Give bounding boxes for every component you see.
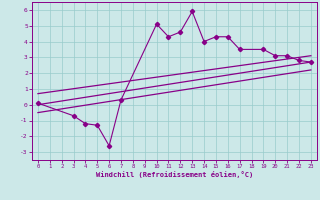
X-axis label: Windchill (Refroidissement éolien,°C): Windchill (Refroidissement éolien,°C) [96, 171, 253, 178]
